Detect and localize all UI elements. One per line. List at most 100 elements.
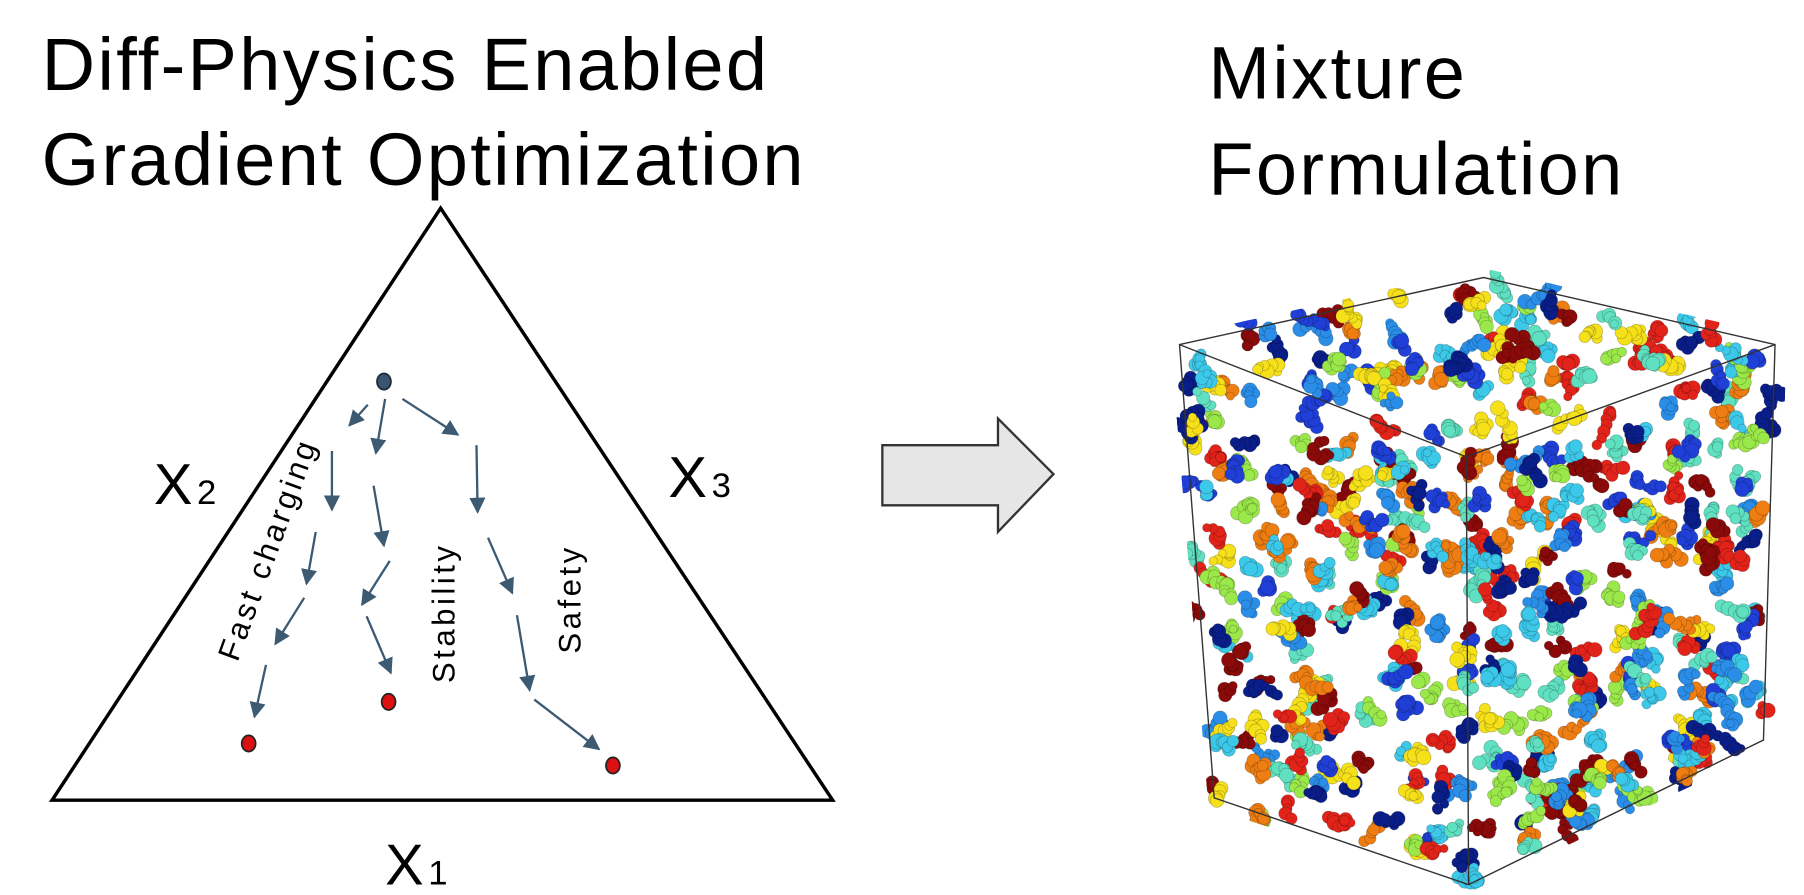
atom bbox=[1380, 496, 1395, 510]
atom bbox=[1263, 327, 1278, 342]
atom bbox=[1179, 608, 1191, 621]
atom bbox=[1559, 541, 1571, 553]
atom bbox=[1265, 621, 1280, 636]
atom bbox=[1517, 843, 1529, 855]
atom bbox=[1591, 439, 1603, 451]
atom bbox=[1632, 549, 1644, 562]
atom bbox=[1227, 681, 1238, 691]
atom bbox=[1441, 541, 1451, 551]
atom bbox=[1651, 664, 1661, 674]
atom bbox=[1705, 517, 1721, 533]
atom bbox=[1246, 821, 1260, 836]
atom bbox=[1449, 651, 1465, 668]
atom bbox=[1306, 375, 1316, 385]
atom bbox=[1446, 821, 1458, 833]
atom bbox=[1338, 531, 1353, 546]
atom bbox=[1233, 313, 1248, 328]
atom bbox=[1398, 696, 1413, 712]
atom bbox=[1532, 737, 1543, 748]
atom bbox=[1224, 309, 1238, 323]
atom bbox=[1228, 624, 1238, 634]
atom bbox=[1259, 580, 1275, 596]
atom bbox=[1525, 756, 1538, 769]
atom bbox=[1395, 523, 1411, 539]
atom bbox=[1436, 550, 1449, 563]
atom bbox=[1485, 654, 1495, 664]
atom bbox=[1412, 486, 1427, 501]
atom bbox=[1548, 689, 1560, 701]
atom bbox=[1303, 787, 1313, 798]
atom bbox=[1318, 777, 1329, 787]
atom bbox=[1677, 641, 1693, 657]
atom bbox=[1662, 612, 1676, 625]
atom bbox=[1525, 314, 1537, 326]
end-point bbox=[380, 692, 397, 711]
path-label: Stability bbox=[426, 543, 461, 684]
atom bbox=[1341, 299, 1355, 312]
atom bbox=[1232, 644, 1247, 660]
atom bbox=[1428, 734, 1438, 745]
ternary-triangle bbox=[48, 204, 836, 802]
atom bbox=[1256, 759, 1269, 772]
atom bbox=[1634, 765, 1648, 779]
atom bbox=[1671, 444, 1686, 459]
atom bbox=[1443, 424, 1456, 438]
atom bbox=[1654, 480, 1667, 493]
atom bbox=[1272, 540, 1284, 551]
atom bbox=[1547, 365, 1560, 378]
atom bbox=[1521, 606, 1537, 622]
atom bbox=[1649, 547, 1665, 563]
atom bbox=[1521, 375, 1531, 385]
atom bbox=[1594, 478, 1610, 494]
left-title-line: Diff-Physics Enabled bbox=[42, 23, 770, 106]
atom bbox=[1614, 562, 1626, 575]
atom bbox=[1687, 389, 1699, 401]
atom bbox=[1455, 724, 1466, 734]
atom bbox=[1732, 464, 1744, 476]
atom bbox=[1644, 529, 1657, 542]
atom bbox=[1384, 578, 1398, 592]
atom bbox=[1202, 368, 1212, 379]
atom bbox=[1561, 357, 1576, 371]
atom bbox=[1318, 435, 1330, 447]
atom bbox=[1292, 477, 1307, 493]
atom bbox=[1431, 802, 1444, 815]
atom bbox=[1480, 670, 1494, 685]
atom bbox=[1521, 346, 1534, 359]
atom bbox=[1457, 702, 1467, 713]
atom bbox=[1668, 521, 1678, 531]
atom bbox=[1398, 663, 1414, 680]
atom bbox=[1339, 815, 1351, 827]
atom bbox=[1472, 520, 1483, 531]
molecule-box bbox=[1170, 268, 1787, 891]
optimization-arrows bbox=[249, 397, 601, 751]
atom bbox=[1327, 760, 1337, 770]
atom bbox=[1296, 510, 1312, 526]
right-title-line: Mixture bbox=[1208, 31, 1467, 114]
atom bbox=[1449, 301, 1464, 316]
atom bbox=[1733, 549, 1748, 563]
atom bbox=[1394, 333, 1410, 349]
atom bbox=[1569, 794, 1580, 804]
atom bbox=[1418, 521, 1431, 534]
atom bbox=[1715, 404, 1729, 419]
atom bbox=[1688, 419, 1700, 432]
atom bbox=[1415, 749, 1432, 766]
atom bbox=[1500, 662, 1516, 678]
atom bbox=[1676, 535, 1687, 546]
path-label: Fast charging bbox=[211, 433, 324, 665]
atom bbox=[1570, 571, 1584, 585]
atom bbox=[1181, 547, 1194, 560]
atom bbox=[1207, 414, 1222, 429]
atom bbox=[1268, 464, 1283, 479]
atom bbox=[1374, 512, 1390, 528]
atom bbox=[1533, 520, 1547, 533]
atom bbox=[1593, 776, 1607, 790]
atom bbox=[1568, 439, 1583, 454]
atom bbox=[1722, 643, 1737, 659]
atom bbox=[1614, 772, 1629, 786]
atom bbox=[1503, 457, 1518, 471]
atom bbox=[1666, 402, 1676, 413]
atom bbox=[1578, 330, 1591, 343]
